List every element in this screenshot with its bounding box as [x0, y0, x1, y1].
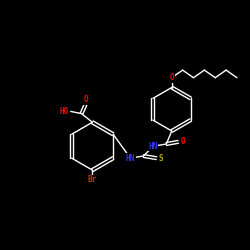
Text: HO: HO — [60, 107, 69, 116]
Text: HN: HN — [149, 142, 158, 151]
Text: O: O — [170, 73, 174, 82]
Text: HN: HN — [126, 154, 135, 163]
Text: O: O — [180, 137, 185, 146]
Text: O: O — [84, 95, 88, 104]
Text: S: S — [158, 154, 163, 163]
Text: Br: Br — [88, 176, 97, 184]
